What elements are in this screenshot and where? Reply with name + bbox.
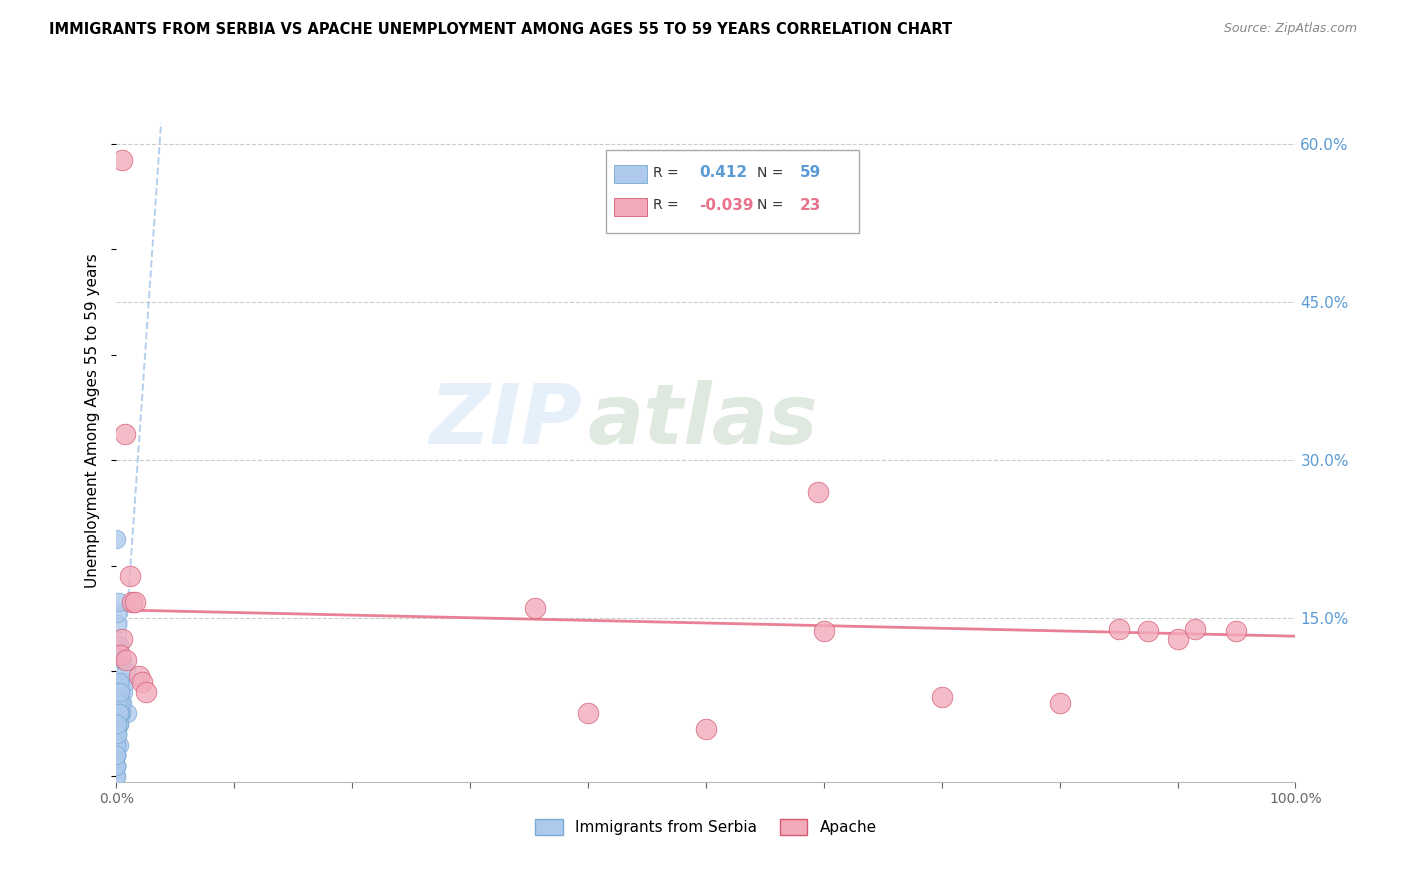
Point [105,748,128,763]
Point [131,674,153,689]
Point [121,595,143,609]
Point [105,738,128,752]
Point [135,685,157,699]
Point [1184,622,1206,636]
Point [107,716,129,731]
Point [111,653,134,667]
Point [105,748,128,763]
Point [105,759,128,773]
Point [107,716,129,731]
Point [111,153,134,167]
Point [112,685,135,699]
Point [114,664,136,678]
Point [107,706,129,720]
Point [105,759,128,773]
Point [124,595,146,609]
Point [107,716,129,731]
Text: IMMIGRANTS FROM SERBIA VS APACHE UNEMPLOYMENT AMONG AGES 55 TO 59 YEARS CORRELAT: IMMIGRANTS FROM SERBIA VS APACHE UNEMPLO… [49,22,952,37]
Text: atlas: atlas [588,380,818,461]
Point [107,685,129,699]
Point [107,606,129,620]
Point [107,706,129,720]
Text: N =: N = [756,198,783,212]
Point [114,653,136,667]
Point [1225,624,1247,638]
Point [107,595,129,609]
Point [107,716,129,731]
Point [108,685,131,699]
Point [107,706,129,720]
Point [111,632,134,647]
Point [105,759,128,773]
Point [105,533,128,547]
Point [105,759,128,773]
Point [813,624,835,638]
Point [107,696,129,710]
Text: ZIP: ZIP [429,380,582,461]
Point [114,426,136,441]
Point [105,748,128,763]
Text: 0.412: 0.412 [699,165,747,180]
Point [931,690,953,705]
Point [1108,622,1130,636]
Point [105,716,128,731]
FancyBboxPatch shape [614,165,647,183]
Point [105,769,128,783]
Point [111,696,134,710]
Point [105,748,128,763]
Point [108,648,131,662]
Point [105,727,128,741]
Point [107,727,129,741]
Point [523,600,546,615]
Text: 23: 23 [800,198,821,213]
Point [107,616,129,631]
Point [128,669,150,683]
Point [807,484,830,499]
Point [115,706,138,720]
Point [105,738,128,752]
Point [107,638,129,652]
Point [105,727,128,741]
Text: 59: 59 [800,165,821,180]
Point [110,696,132,710]
Point [114,674,136,689]
Legend: Immigrants from Serbia, Apache: Immigrants from Serbia, Apache [536,820,876,836]
Point [107,674,129,689]
Point [1137,624,1160,638]
Point [107,716,129,731]
Point [107,696,129,710]
Point [107,696,129,710]
Point [1049,696,1071,710]
Point [105,738,128,752]
Point [105,716,128,731]
Point [108,674,131,689]
Point [576,706,599,720]
Point [108,685,131,699]
Y-axis label: Unemployment Among Ages 55 to 59 years: Unemployment Among Ages 55 to 59 years [86,253,100,588]
Text: -0.039: -0.039 [699,198,754,213]
Point [107,727,129,741]
Point [107,706,129,720]
FancyBboxPatch shape [614,197,647,216]
Text: R =: R = [652,198,679,212]
Point [105,748,128,763]
Text: Source: ZipAtlas.com: Source: ZipAtlas.com [1223,22,1357,36]
Point [695,722,717,736]
Point [107,716,129,731]
Point [105,727,128,741]
FancyBboxPatch shape [606,150,859,233]
Point [120,569,142,583]
Point [107,727,129,741]
Point [107,716,129,731]
Point [105,769,128,783]
Text: N =: N = [756,166,783,180]
Text: R =: R = [652,166,679,180]
Point [108,706,131,720]
Point [107,706,129,720]
Point [1167,632,1189,647]
Point [107,738,129,752]
Point [108,696,131,710]
Point [105,738,128,752]
Point [110,706,132,720]
